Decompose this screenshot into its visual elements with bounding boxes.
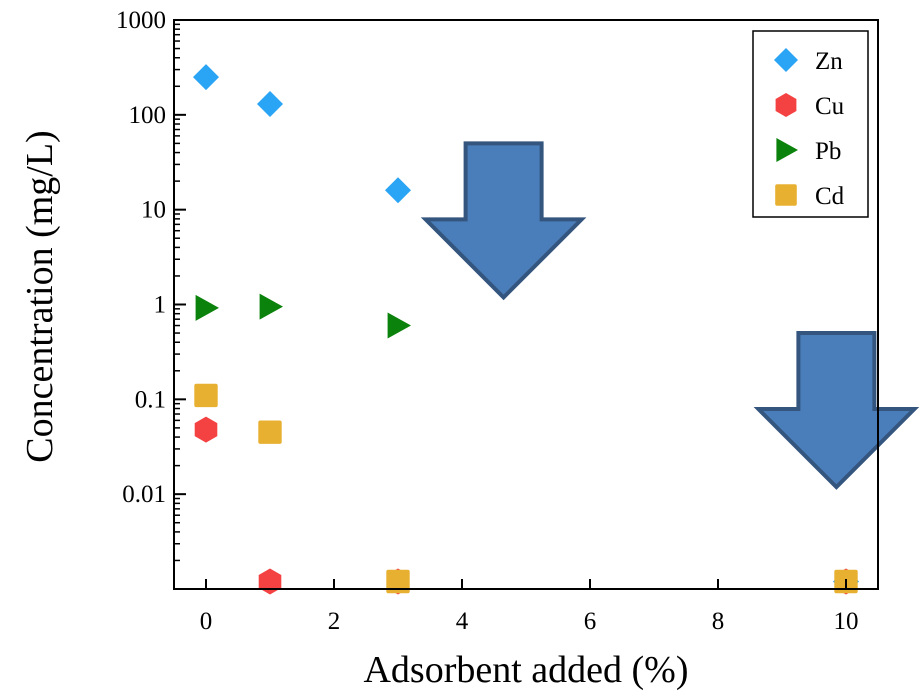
y-tick-label: 1 xyxy=(154,292,167,319)
data-point-zn xyxy=(385,177,411,204)
series-cd xyxy=(194,383,858,594)
x-tick-label: 6 xyxy=(584,608,597,635)
legend: Zn Cu Pb Cd xyxy=(752,30,869,218)
legend-label: Pb xyxy=(815,138,841,165)
y-axis-ticks: 0.01 0.1 1 10 100 1000 xyxy=(116,7,186,562)
legend-label: Cd xyxy=(815,183,845,210)
y-tick-label: 10 xyxy=(141,197,166,224)
x-axis-title: Adsorbent added (%) xyxy=(363,649,688,691)
data-point-cd xyxy=(258,420,282,444)
y-tick-label: 100 xyxy=(129,102,167,129)
legend-item-cu: Cu xyxy=(775,93,845,120)
legend-marker-cu xyxy=(775,93,797,117)
data-point-cu xyxy=(258,568,282,595)
series-pb xyxy=(195,293,411,339)
data-point-cu xyxy=(194,416,218,443)
data-point-cd xyxy=(194,383,218,408)
x-tick-label: 10 xyxy=(834,608,859,635)
legend-marker-zn xyxy=(774,48,798,72)
data-point-zn xyxy=(193,64,219,91)
legend-label: Cu xyxy=(815,93,845,120)
data-point-pb xyxy=(387,312,411,339)
y-tick-label: 0.1 xyxy=(135,386,166,413)
data-point-cd xyxy=(386,569,410,594)
x-tick-label: 2 xyxy=(328,608,341,635)
data-point-pb xyxy=(195,294,219,321)
x-tick-label: 0 xyxy=(200,608,213,635)
legend-item-cd: Cd xyxy=(775,183,845,210)
x-axis-ticks: 0 2 4 6 8 10 xyxy=(200,579,859,635)
down-arrow-2 xyxy=(753,331,920,490)
y-tick-label: 1000 xyxy=(116,7,166,34)
legend-marker-pb xyxy=(776,138,798,162)
legend-item-pb: Pb xyxy=(776,138,841,165)
legend-item-zn: Zn xyxy=(774,48,843,75)
data-point-pb xyxy=(259,293,283,320)
x-tick-label: 8 xyxy=(712,608,725,635)
data-point-zn xyxy=(257,91,283,118)
y-axis-title: Concentration (mg/L) xyxy=(19,130,61,462)
x-tick-label: 4 xyxy=(456,608,469,635)
series-cu xyxy=(194,416,858,595)
legend-marker-cd xyxy=(775,184,797,206)
legend-label: Zn xyxy=(815,48,843,75)
annotation-arrows xyxy=(420,141,920,490)
y-tick-label: 0.01 xyxy=(122,481,166,508)
down-arrow-1 xyxy=(420,141,587,301)
legend-box xyxy=(752,30,869,218)
